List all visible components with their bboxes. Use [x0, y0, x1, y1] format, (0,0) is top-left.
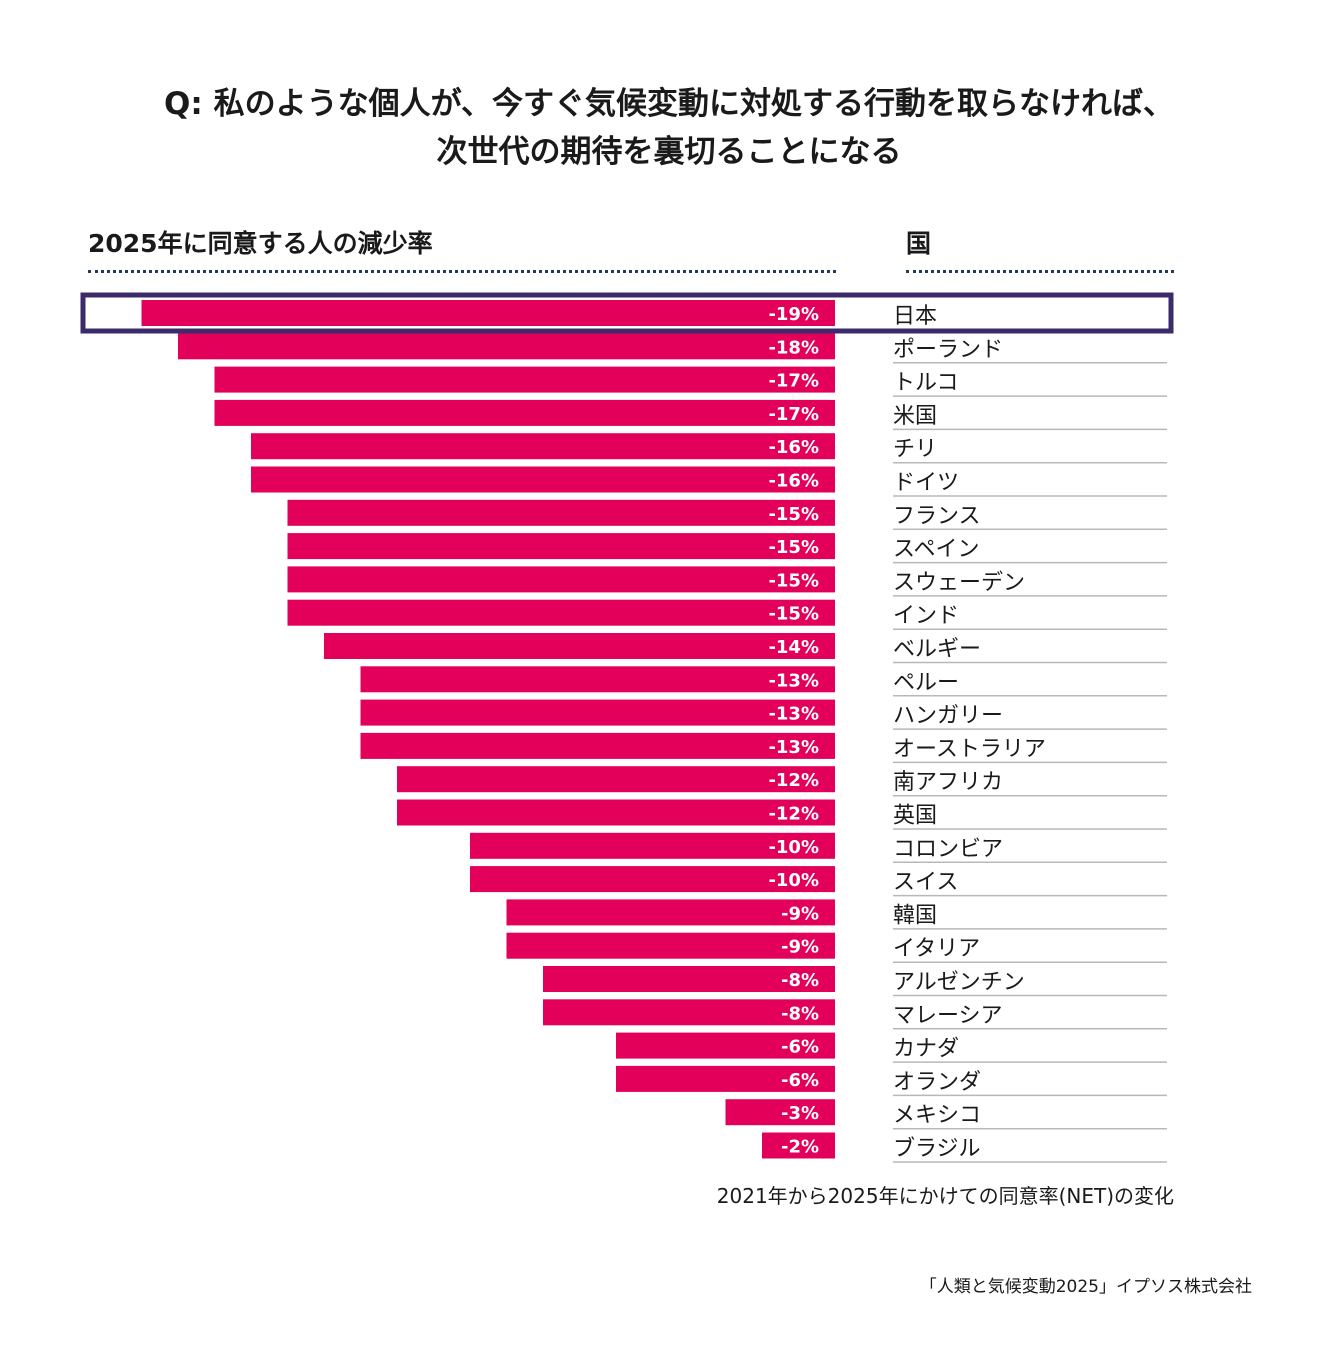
right-header-divider [906, 270, 1174, 273]
bar-value-label: -15% [768, 604, 819, 625]
country-label: トルコ [893, 371, 959, 396]
bar [543, 966, 835, 992]
country-label: カナダ [893, 1037, 959, 1062]
bar [543, 999, 835, 1026]
country-label: オランダ [893, 1070, 981, 1095]
bar [397, 766, 835, 793]
bar-value-label: -13% [768, 737, 819, 758]
bar-value-label: -12% [768, 770, 819, 791]
bar [287, 566, 835, 593]
country-label: 南アフリカ [893, 770, 1003, 795]
bar-value-label: -12% [768, 804, 819, 825]
left-header-divider [88, 270, 836, 273]
bar [506, 899, 835, 926]
country-label: ブラジル [893, 1137, 981, 1162]
bar-value-label: -6% [781, 1070, 819, 1091]
country-label: ペルー [893, 670, 959, 695]
bar [214, 399, 835, 426]
right-column-header: 国 [906, 229, 932, 258]
bar [287, 533, 835, 560]
bar [616, 1032, 835, 1059]
country-label: 日本 [893, 304, 937, 329]
bar-value-label: -9% [781, 903, 819, 924]
country-label: アルゼンチン [893, 970, 1025, 995]
bar-value-label: -10% [768, 837, 819, 858]
source-credit: 「人類と気候変動2025」イプソス株式会社 [919, 1277, 1252, 1297]
bar [287, 599, 835, 626]
country-label: チリ [893, 437, 937, 462]
country-label: メキシコ [893, 1103, 981, 1128]
left-column-header: 2025年に同意する人の減少率 [88, 229, 433, 258]
country-label: マレーシア [893, 1003, 1003, 1028]
bar [725, 1099, 835, 1126]
bar-value-label: -15% [768, 504, 819, 525]
country-label: ドイツ [893, 471, 959, 496]
bar [178, 333, 835, 360]
bar [616, 1065, 835, 1092]
country-label: ポーランド [893, 337, 1003, 362]
title-line-2: 次世代の期待を裏切ることになる [436, 134, 902, 170]
bar-value-label: -10% [768, 870, 819, 891]
bar-value-label: -9% [781, 937, 819, 958]
country-label: スイス [893, 870, 958, 895]
bar [506, 932, 835, 959]
bar-value-label: -15% [768, 537, 819, 558]
bar-value-label: -19% [768, 304, 819, 325]
bar [287, 499, 835, 526]
bar-value-label: -6% [781, 1037, 819, 1058]
country-label: スペイン [893, 537, 979, 562]
highlight-box [80, 292, 1174, 334]
bar-value-label: -18% [768, 337, 819, 358]
footnote: 2021年から2025年にかけての同意率(NET)の変化 [716, 1184, 1174, 1208]
country-label: インド [893, 604, 959, 629]
bar-value-label: -3% [781, 1103, 819, 1124]
bar-value-label: -15% [768, 570, 819, 591]
country-label: オーストラリア [893, 737, 1046, 762]
bar-value-label: -2% [781, 1137, 819, 1158]
bar-value-label: -17% [768, 404, 819, 425]
title-line-1: Q: 私のような個人が、今すぐ気候変動に対処する行動を取らなければ、 [164, 86, 1174, 122]
bar-value-label: -16% [768, 437, 819, 458]
bar [251, 466, 835, 493]
bar-value-label: -13% [768, 704, 819, 725]
bar-value-label: -14% [768, 637, 819, 658]
country-label: イタリア [893, 937, 980, 962]
bar-value-label: -17% [768, 371, 819, 392]
country-label: 韓国 [893, 903, 937, 928]
country-label: コロンビア [893, 837, 1003, 862]
bar [360, 699, 835, 726]
country-label: ベルギー [893, 637, 981, 662]
country-label: 英国 [893, 804, 937, 829]
country-label: スウェーデン [893, 570, 1025, 595]
bar-value-label: -13% [768, 670, 819, 691]
bar [360, 666, 835, 693]
bar-value-label: -8% [781, 970, 819, 991]
country-label: ハンガリー [893, 704, 1003, 729]
bar [141, 300, 835, 326]
chart-title: Q: 私のような個人が、今すぐ気候変動に対処する行動を取らなければ、 次世代の期… [0, 80, 1338, 176]
bar [251, 433, 835, 460]
bar [214, 366, 835, 393]
bar [762, 1132, 835, 1159]
country-label: 米国 [893, 404, 937, 429]
bar [397, 799, 835, 826]
country-label: フランス [893, 504, 981, 529]
bar-value-label: -8% [781, 1003, 819, 1024]
bar [324, 633, 835, 659]
bar [470, 832, 835, 859]
bar [360, 732, 835, 759]
bar-value-label: -16% [768, 471, 819, 492]
bar [470, 866, 835, 893]
